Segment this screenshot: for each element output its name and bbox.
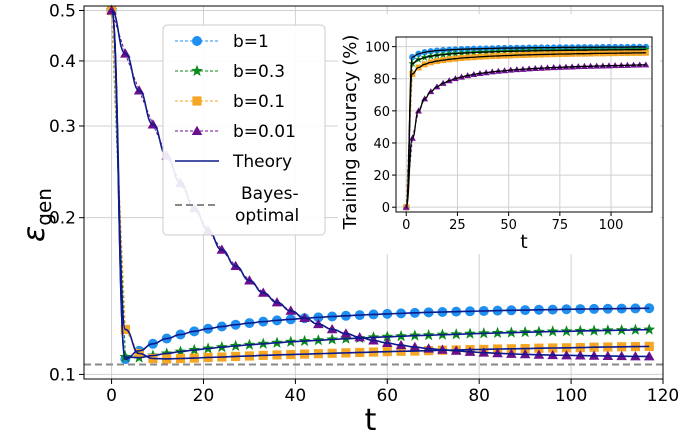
inset-theory-curve: [405, 46, 646, 208]
inset-y-tick-label: 100: [365, 41, 390, 56]
x-tick-label: 60: [376, 386, 398, 406]
legend-label: optimal: [235, 206, 299, 226]
legend-label: Theory: [232, 152, 292, 172]
inset-y-tick-label: 80: [373, 73, 390, 88]
y-tick-label: 0.5: [49, 1, 76, 21]
y-axis-label-symbol: ε: [17, 226, 52, 242]
x-tick-label: 100: [555, 386, 587, 406]
x-tick-label: 40: [285, 386, 307, 406]
legend: b=1 b=0.3 b=0.1 b=0.01 Theory Bayes-optimal: [162, 24, 326, 236]
theory-curve: [110, 9, 650, 359]
y-axis-label-subscript: gen: [32, 188, 56, 226]
inset-x-tick-label: 25: [449, 218, 466, 233]
legend-marker: [192, 96, 202, 106]
inset-y-tick-label: 40: [373, 137, 390, 152]
inset-x-tick-label: 50: [500, 218, 517, 233]
inset-x-tick-label: 0: [402, 218, 410, 233]
inset-plot: 0 25 50 75 100 0 20 40 60 80 100 t Training accuracy…: [338, 14, 660, 254]
data-point: [643, 323, 656, 335]
inset-theory-curve: [405, 52, 646, 208]
inset-y-tick-label: 0: [382, 201, 390, 216]
inset-axes-frame: [395, 36, 653, 213]
legend-label: b=0.01: [233, 122, 296, 142]
data-point: [644, 341, 654, 351]
legend-marker: [192, 36, 202, 46]
legend-box: [162, 24, 326, 236]
inset-x-axis-label: t: [520, 231, 527, 253]
y-tick-label: 0.3: [49, 117, 76, 137]
inset-theory-curve: [405, 64, 646, 208]
y-tick-label: 0.1: [49, 365, 76, 385]
legend-label: Bayes-: [241, 184, 299, 204]
legend-label: b=0.3: [233, 62, 285, 82]
x-tick-label: 80: [468, 386, 490, 406]
y-tick-label: 0.4: [49, 52, 76, 72]
theory-curve: [110, 9, 650, 360]
inset-y-tick-label: 20: [373, 169, 390, 184]
legend-marker: [191, 64, 203, 77]
x-tick-label: 120: [647, 386, 679, 406]
x-axis-label: t: [365, 403, 377, 434]
inset-theory-curve: [405, 48, 646, 208]
inset-series-group: [402, 43, 650, 211]
legend-label: b=0.1: [233, 92, 285, 112]
inset-y-axis-label: Training accuracy (%): [340, 35, 361, 231]
y-axis-label: εgen: [17, 188, 56, 242]
inset-x-tick-label: 75: [552, 218, 569, 233]
inset-x-tick-label: 100: [599, 218, 624, 233]
legend-marker: [191, 125, 203, 135]
inset-y-tick-label: 60: [373, 105, 390, 120]
legend-label: b=1: [233, 32, 269, 52]
x-tick-label: 20: [193, 386, 215, 406]
data-point: [644, 303, 655, 314]
x-tick-label: 0: [106, 386, 117, 406]
data-point: [643, 351, 655, 361]
y-tick-label: 0.2: [49, 209, 76, 229]
theory-curve: [110, 9, 650, 360]
main-axes-frame: [83, 5, 664, 380]
